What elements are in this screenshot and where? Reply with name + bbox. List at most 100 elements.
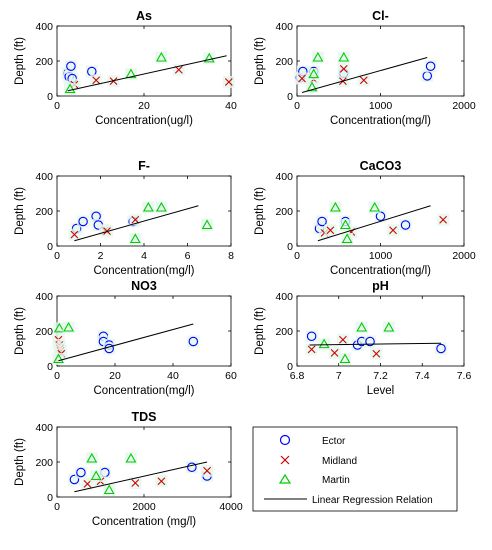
regression-line (74, 205, 199, 242)
y-axis-label: Depth (ft) (14, 37, 26, 85)
x-tick-label: 2 (98, 250, 104, 262)
x-tick-label: 7.2 (373, 370, 388, 382)
chart-title: CaCO3 (360, 159, 402, 173)
y-axis-label: Depth (ft) (14, 438, 26, 486)
data-point-martin (201, 219, 213, 230)
x-tick-label: 0 (294, 250, 300, 262)
data-point-martin (329, 201, 341, 212)
chart-title: As (136, 9, 152, 23)
y-tick-label: 400 (35, 171, 53, 183)
data-point-midland (439, 215, 448, 224)
x-tick-label: 4000 (219, 501, 243, 513)
data-point-midland (203, 466, 211, 475)
legend-entry-regression: Linear Regression Relation (264, 495, 433, 506)
chart-title: pH (372, 279, 389, 293)
marker-highlight (52, 353, 65, 365)
y-tick-label: 400 (35, 291, 53, 303)
y-tick-label: 200 (35, 56, 53, 68)
data-point-ector (69, 474, 80, 485)
x-axis-label: Level (367, 385, 395, 397)
y-axis-label: Depth (ft) (254, 37, 266, 85)
legend-label-ector: Ector (322, 436, 346, 447)
legend-marker-triangle (278, 473, 292, 484)
data-point-ector (188, 336, 199, 347)
y-tick-label: 200 (275, 326, 293, 338)
data-point-midland (157, 477, 166, 486)
chart-5: 0 200 400 6.8 7 7.2 7.4 7.6 pH Level Depth (ft) (254, 279, 471, 397)
data-point-midland (70, 230, 79, 239)
y-tick-label: 0 (47, 91, 53, 103)
x-tick-label: 20 (138, 100, 150, 112)
y-tick-label: 0 (287, 91, 293, 103)
x-tick-label: 0 (54, 370, 60, 382)
data-point-martin (383, 321, 395, 332)
data-point-ector (66, 61, 76, 71)
y-tick-label: 0 (47, 241, 53, 253)
chart-3: 0 200 400 0 1000 2000 CaCO3 Concentration(mg/l)… (254, 159, 476, 277)
data-point-martin (125, 68, 137, 79)
data-point-ector (306, 331, 317, 341)
x-tick-label: 0 (294, 100, 300, 112)
y-axis-label: Depth (ft) (14, 307, 26, 355)
data-point-martin (369, 201, 381, 212)
data-point-ector (76, 467, 86, 478)
y-tick-label: 400 (275, 21, 293, 33)
data-point-ector (78, 216, 88, 227)
x-tick-label: 0 (54, 250, 60, 262)
data-point-ector (187, 462, 197, 472)
data-point-midland (92, 76, 101, 85)
chart-0: 0 200 400 0 20 40 As Concentration(ug/l) Depth (… (14, 9, 237, 127)
data-point-ector (317, 216, 327, 227)
y-axis-label: Depth (ft) (254, 307, 266, 355)
data-point-ector (425, 61, 436, 71)
x-tick-label: 40 (167, 370, 179, 382)
y-axis-label: Depth (ft) (254, 187, 266, 235)
x-tick-label: 7.4 (415, 370, 430, 382)
regression-line (317, 205, 431, 242)
data-point-martin (129, 233, 141, 244)
x-tick-label: 8 (228, 250, 234, 262)
x-tick-label: 4 (141, 250, 147, 262)
x-tick-label: 20 (109, 370, 121, 382)
data-point-martin (155, 201, 167, 212)
data-point-midland (339, 335, 347, 344)
legend-marker-circle (279, 434, 291, 446)
legend-label-regression: Linear Regression Relation (312, 495, 433, 506)
data-point-midland (83, 479, 92, 488)
data-point-martin (306, 81, 318, 92)
legend-entry-martin: Martin (278, 473, 350, 486)
x-tick-label: 7.6 (457, 370, 472, 382)
data-point-martin (312, 51, 324, 62)
y-tick-label: 200 (275, 56, 293, 68)
x-tick-label: 7 (336, 370, 342, 382)
data-point-midland (326, 226, 335, 235)
x-tick-label: 1000 (369, 250, 393, 262)
x-tick-label: 1000 (369, 100, 393, 112)
legend-frame (252, 426, 458, 512)
data-point-midland (131, 215, 140, 224)
y-tick-label: 0 (287, 361, 293, 373)
data-point-martin (339, 353, 351, 364)
y-tick-label: 400 (35, 21, 53, 33)
data-point-martin (356, 321, 368, 332)
legend-marker-x (280, 455, 290, 465)
data-point-ector (436, 343, 446, 354)
data-point-martin (64, 83, 76, 94)
data-point-martin (63, 321, 75, 332)
chart-title: F- (138, 159, 150, 173)
data-point-midland (174, 65, 183, 74)
data-point-midland (307, 345, 316, 354)
x-tick-label: 2000 (452, 250, 476, 262)
data-point-ector (400, 220, 411, 230)
x-axis-label: Concentration (mg/l) (92, 516, 196, 528)
chart-1: 0 200 400 0 1000 2000 Cl- Concentration(mg/l) De… (254, 9, 476, 127)
data-point-martin (339, 219, 351, 230)
x-axis-label: Concentration(mg/l) (330, 115, 431, 127)
data-point-martin (125, 452, 137, 463)
y-axis-label: Depth (ft) (14, 187, 26, 235)
data-point-martin (341, 233, 353, 244)
data-point-martin (155, 51, 167, 62)
